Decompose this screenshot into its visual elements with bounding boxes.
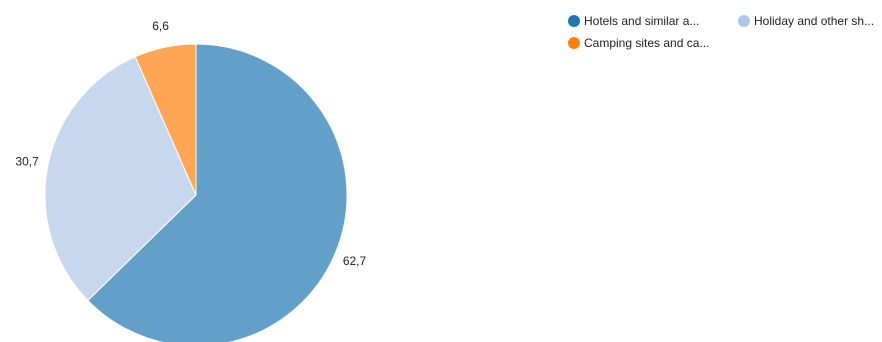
pie-slice-camping[interactable] [134,43,197,196]
legend-swatch-camping [568,37,580,49]
pie-labels: 62,7 30,7 6,6 [15,19,366,268]
legend-item-camping[interactable]: Camping sites and ca... [568,36,709,50]
legend-swatch-hotels [568,15,580,27]
legend-label-camping: Camping sites and ca... [584,36,710,50]
legend-label-holiday: Holiday and other sh... [754,14,875,28]
legend-label-hotels: Hotels and similar a... [584,14,700,28]
data-label-hotels: 62,7 [343,254,367,268]
pie-slices [44,43,348,342]
legend-item-hotels[interactable]: Hotels and similar a... [568,14,699,28]
legend-swatch-holiday [738,15,750,27]
data-label-holiday: 30,7 [15,154,39,168]
legend-item-holiday[interactable]: Holiday and other sh... [738,14,874,28]
data-label-camping: 6,6 [152,19,169,33]
pie-slice-holiday[interactable] [44,56,197,302]
